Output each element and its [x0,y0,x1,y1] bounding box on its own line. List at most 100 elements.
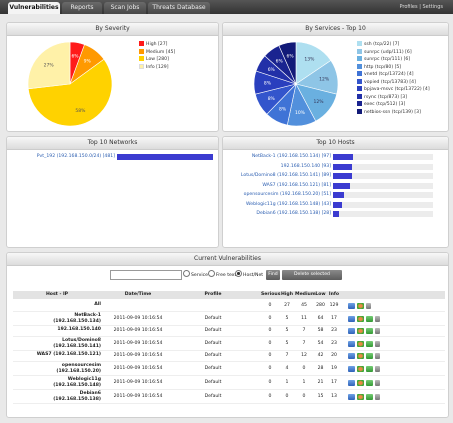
settings-link[interactable]: Settings [422,4,443,10]
table-row[interactable]: WAS7 (192.168.150.121) 2011-09-09 10:16:5… [13,351,445,362]
export-icon[interactable] [366,353,373,359]
col-low[interactable]: Low [315,292,326,297]
bar-row[interactable]: Pvt_192 (192.168.150.0/24) [481] [37,153,213,161]
pie-slice-label: 6% [276,58,284,64]
scan-icon[interactable] [357,353,364,359]
table-row[interactable]: Weblogic11g (192.168.150.148) 2011-09-09 1… [13,376,445,390]
view-report-icon[interactable] [348,315,355,322]
bar-label[interactable]: NetBack-1 (192.168.150.134) [97] [251,154,331,159]
col-profile[interactable]: Profile [204,292,222,297]
tab-scan-jobs[interactable]: Scan Jobs [104,2,146,14]
profiles-link[interactable]: Profiles [399,4,418,10]
pie-slice[interactable] [27,41,71,90]
bar-label[interactable]: Lotus/Domino8 (192.168.150.141) [89] [240,173,331,178]
pie-slice[interactable] [27,58,113,127]
scan-icon[interactable] [357,340,364,347]
host-cell[interactable]: 192.168.150.140 [13,327,101,333]
bar-row[interactable]: WAS7 (192.168.150.121) [81] [262,182,433,190]
host-cell[interactable]: All [13,302,101,308]
table-row[interactable]: Debian6 (192.168.150.138) 2011-09-09 10:16… [13,390,445,404]
col-serious[interactable]: Serious [261,292,281,297]
col-date-time[interactable]: Date/Time [124,292,152,297]
bar-fill [333,154,353,160]
export-icon[interactable] [366,315,373,322]
col-info[interactable]: Info [328,292,340,297]
bar-row[interactable]: Lotus/Domino8 (192.168.150.141) [89] [241,172,433,180]
bar-row[interactable]: Debian6 (192.168.150.138) [28] [256,210,433,218]
bar-label[interactable]: Debian6 (192.168.150.138) [28] [256,211,331,216]
scan-icon[interactable] [357,393,364,400]
trash-icon[interactable] [375,340,380,347]
bar-label[interactable]: Pvt_192 (192.168.150.0/24) [481] [36,154,115,159]
row-actions [348,315,382,324]
bar-row[interactable]: opensourcesim (192.168.150.20) [51] [244,191,433,199]
host-cell[interactable]: Weblogic11g (192.168.150.148) [13,377,101,388]
scan-icon[interactable] [357,303,364,309]
tab-reports[interactable]: Reports [62,2,102,14]
export-icon[interactable] [366,340,373,347]
scan-icon[interactable] [357,379,364,386]
host-cell[interactable]: opensourcesim (192.168.150.20) [13,363,101,374]
view-report-icon[interactable] [348,328,355,334]
legend-item-service: exec (tcp/512) [3] [357,101,430,109]
trash-icon[interactable] [375,328,380,334]
cell-date: 2011-09-09 10:16:54 [113,380,163,385]
search-input[interactable] [110,270,182,280]
view-report-icon[interactable] [348,393,355,400]
legend-label: vopied (tcp/13783) [4] [364,79,416,85]
table-row[interactable]: Lotus/Domino8 (192.168.150.141) 2011-09-09… [13,337,445,351]
table-row[interactable]: NetBack-1 (192.168.150.134) 2011-09-09 10:… [13,312,445,326]
tab-threats-database[interactable]: Threats Database [148,2,210,14]
bar-row[interactable]: Weblogic11g (192.168.150.148) [43] [246,201,433,209]
view-report-icon[interactable] [348,353,355,359]
bar-row[interactable]: NetBack-1 (192.168.150.134) [97] [252,153,433,161]
delete-selected-button[interactable]: Delete selected [282,270,342,280]
trash-icon[interactable] [375,353,380,359]
pie-slice[interactable] [278,41,297,85]
filter-hostnet-radio[interactable]: Host/Net [235,270,263,281]
trash-icon[interactable] [366,303,371,309]
table-row[interactable]: 192.168.150.140 2011-09-09 10:16:54 Defaul… [13,326,445,337]
table-row[interactable]: opensourcesim (192.168.150.20) 2011-09-09 … [13,362,445,376]
trash-icon[interactable] [375,379,380,386]
scan-icon[interactable] [357,365,364,372]
legend-label: exec (tcp/512) [3] [364,102,406,107]
find-button[interactable]: Find [266,270,280,280]
cell-low: 15 [317,394,324,399]
cell-high: 7 [285,353,289,358]
cell-medium: 1 [302,380,306,385]
col-medium[interactable]: Medium [295,292,316,297]
export-icon[interactable] [366,393,373,400]
host-cell[interactable]: Lotus/Domino8 (192.168.150.141) [13,338,101,349]
host-cell[interactable]: WAS7 (192.168.150.121) [13,352,101,358]
col-high[interactable]: High [281,292,293,297]
severity-pie-chart: 6% 9% 58% 27% [27,41,113,127]
tab-vulnerabilities[interactable]: Vulnerabilities [8,2,60,14]
filter-service-radio[interactable]: Service [183,270,208,281]
view-report-icon[interactable] [348,303,355,309]
view-report-icon[interactable] [348,365,355,372]
export-icon[interactable] [366,379,373,386]
export-icon[interactable] [366,365,373,372]
col-host-ip[interactable]: Host - IP [45,292,69,297]
host-ip: (192.168.150.20) [56,368,101,374]
bar-label[interactable]: WAS7 (192.168.150.121) [81] [262,182,331,188]
scan-icon[interactable] [357,328,364,334]
bar-label[interactable]: Weblogic11g (192.168.150.148) [43] [246,201,331,207]
table-row[interactable]: All 0 27 45 280 129 [13,301,445,312]
trash-icon[interactable] [375,365,380,372]
scan-icon[interactable] [357,315,364,322]
bar-label[interactable]: opensourcesim (192.168.150.20) [51] [243,192,331,197]
bar-label[interactable]: 192.168.150.140 [93] [280,163,331,169]
host-cell[interactable]: NetBack-1 (192.168.150.134) [13,313,101,324]
services-panel: By Services - Top 10 13% 12% 12% 10% 8% 8% 8% 6… [222,22,449,132]
filter-freetext-radio[interactable]: Free text [208,270,236,281]
view-report-icon[interactable] [348,340,355,347]
host-cell[interactable]: Debian6 (192.168.150.138) [13,391,101,402]
export-icon[interactable] [366,328,373,334]
trash-icon[interactable] [375,393,380,400]
row-actions [348,303,373,311]
trash-icon[interactable] [375,315,380,322]
bar-row[interactable]: 192.168.150.140 [93] [281,163,433,171]
view-report-icon[interactable] [348,379,355,386]
